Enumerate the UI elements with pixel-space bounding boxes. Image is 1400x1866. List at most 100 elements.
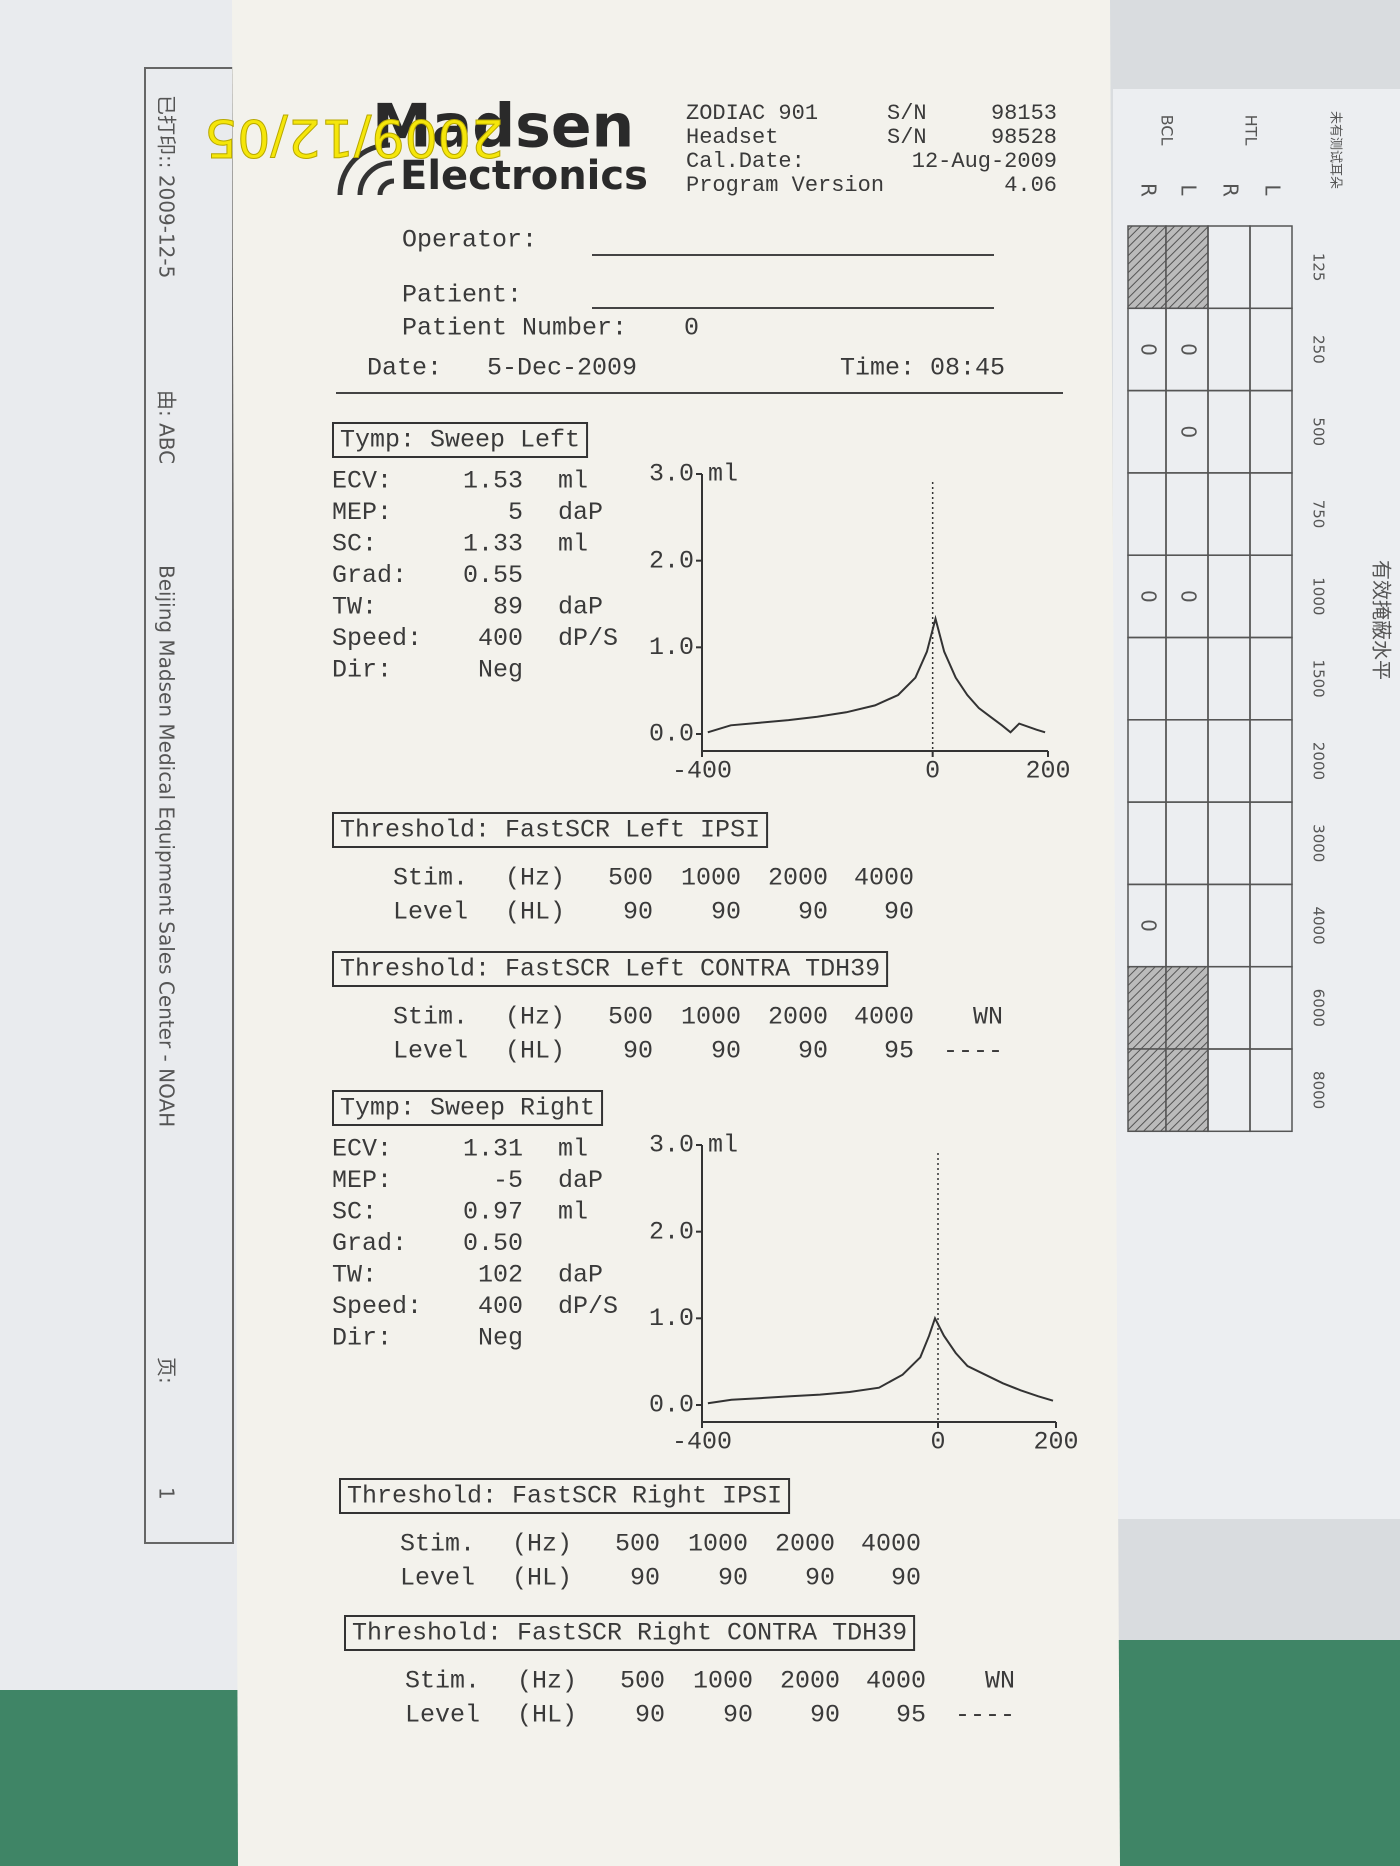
frequency: 8000 (1310, 1071, 1328, 1109)
frequency: 3000 (1310, 824, 1328, 862)
x-tick-label: -400 (672, 1428, 732, 1457)
row-value: 2000 (768, 864, 828, 893)
param-value: 5 (508, 498, 523, 527)
frequency: 500 (1310, 417, 1328, 446)
param-label: Speed: (332, 624, 422, 653)
date: 5-Dec-2009 (487, 354, 637, 383)
program-label: Program Version (686, 173, 884, 198)
row-value: 1000 (688, 1530, 748, 1559)
row-value: 1000 (693, 1667, 753, 1696)
row-value: 90 (723, 1701, 753, 1730)
row-value: 90 (630, 1564, 660, 1593)
param-unit: daP (558, 498, 603, 527)
device-label: Headset (686, 125, 778, 150)
ear-label: L (1177, 184, 1201, 196)
row-value: 500 (608, 864, 653, 893)
param-label: Grad: (332, 561, 407, 590)
frequency: 6000 (1310, 989, 1328, 1027)
table-cell (1165, 965, 1209, 1050)
param-value: 400 (478, 624, 523, 653)
row-value: 90 (623, 898, 653, 927)
y-tick-label: 1.0 (649, 633, 694, 662)
x-tick-label: -400 (672, 757, 732, 786)
param-value: 400 (478, 1292, 523, 1321)
section-title: Threshold: FastSCR Right CONTRA TDH39 (352, 1619, 907, 1648)
param-unit: dP/S (558, 624, 618, 653)
ear-label: R (1137, 183, 1161, 197)
frequency: 4000 (1310, 906, 1328, 944)
title-box (332, 812, 769, 848)
x-tick-label: 0 (930, 1428, 945, 1457)
right-sheet (1113, 89, 1400, 1519)
row-value: 4000 (854, 864, 914, 893)
row-unit: (Hz) (505, 864, 565, 893)
operator-label: Operator: (402, 226, 537, 255)
cal-label: Cal.Date: (686, 149, 805, 174)
frequency: 1500 (1310, 660, 1328, 698)
row-value: 500 (615, 1530, 660, 1559)
table-note: 未有测试耳朵 (1328, 111, 1343, 189)
sn-label: S/N (887, 101, 927, 126)
row-value: 4000 (854, 1003, 914, 1032)
y-tick-label: 2.0 (649, 1217, 694, 1246)
y-tick-label: 2.0 (649, 546, 694, 575)
tymp-curve (707, 614, 1046, 734)
logo-waves (337, 142, 395, 196)
row-value: 90 (623, 1037, 653, 1066)
param-label: ECV: (332, 1135, 392, 1164)
row-value: 500 (620, 1667, 665, 1696)
param-unit: daP (558, 1261, 603, 1290)
row-value: 4000 (866, 1667, 926, 1696)
cell-value: 0 (1137, 590, 1161, 603)
row-value: 95 (896, 1701, 926, 1730)
param-value: Neg (478, 656, 523, 685)
section-title: Threshold: FastSCR Right IPSI (347, 1482, 782, 1511)
y-tick-label: 3.0 (649, 460, 694, 489)
sheet-border (144, 67, 234, 1544)
row-unit: (Hz) (512, 1530, 572, 1559)
print-note: 已打印:: 2009-12-5 (155, 95, 179, 278)
program-version: 4.06 (1004, 173, 1057, 198)
row-value: 90 (884, 898, 914, 927)
param-value: 89 (493, 593, 523, 622)
page-label: 页: (155, 1357, 179, 1384)
table-cell (1127, 225, 1167, 310)
table-cell (1165, 225, 1209, 310)
param-value: -5 (493, 1166, 523, 1195)
time-label: Time: (840, 354, 915, 383)
print-by: 由: ABC (155, 390, 179, 464)
sn-label: S/N (887, 125, 927, 150)
row-value: 2000 (780, 1667, 840, 1696)
param-unit: daP (558, 593, 603, 622)
row-label: Stim. (400, 1530, 475, 1559)
title-box (332, 951, 889, 987)
row-unit: (HL) (517, 1701, 577, 1730)
param-value: 1.31 (463, 1135, 523, 1164)
row-unit: (HL) (505, 898, 565, 927)
frequency: 1000 (1310, 577, 1328, 615)
row-label: Level (400, 1564, 475, 1593)
sn-value: 98153 (991, 101, 1057, 126)
title-box (332, 422, 589, 458)
param-label: TW: (332, 593, 377, 622)
sheet-title: 有效掩蔽水平 (1370, 560, 1394, 680)
x-tick-label: 0 (925, 757, 940, 786)
param-unit: ml (558, 1198, 588, 1227)
left-sheet (0, 0, 240, 1690)
row-value: 1000 (681, 864, 741, 893)
x-tick-label: 200 (1025, 757, 1070, 786)
patient-number: 0 (684, 314, 699, 343)
row-unit: (Hz) (505, 1003, 565, 1032)
param-label: Dir: (332, 656, 392, 685)
cell-value: 0 (1177, 425, 1201, 438)
frequency: 125 (1310, 253, 1328, 282)
param-label: Grad: (332, 1229, 407, 1258)
logo-sub: Electronics (400, 153, 648, 199)
y-unit: ml (708, 1131, 738, 1160)
param-label: MEP: (332, 1166, 392, 1195)
cell-value: 0 (1177, 590, 1201, 603)
section-title: Tymp: Sweep Left (340, 426, 580, 455)
table-cell (1249, 1048, 1293, 1133)
param-label: Speed: (332, 1292, 422, 1321)
